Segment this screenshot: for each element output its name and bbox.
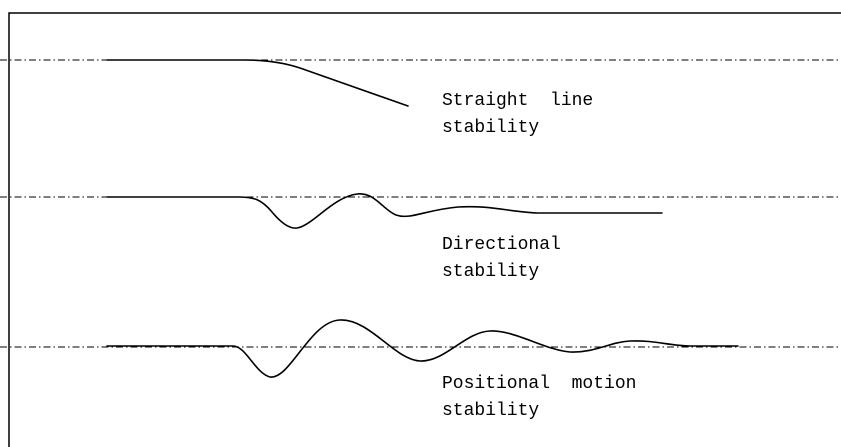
straight-line-stability-curve — [106, 59, 409, 107]
positional-motion-label-line2: stability — [442, 401, 540, 421]
frame-border — [8, 12, 841, 447]
positional-motion-stability-curve — [106, 319, 739, 378]
directional-label-line2: stability — [442, 262, 540, 282]
straight-line-label-line1: Straight line — [442, 91, 594, 111]
positional-motion-label-line1: Positional motion — [442, 374, 637, 394]
directional-stability-curve — [106, 193, 663, 229]
straight-line-label-line2: stability — [442, 118, 540, 138]
directional-label-line1: Directional — [442, 235, 561, 255]
